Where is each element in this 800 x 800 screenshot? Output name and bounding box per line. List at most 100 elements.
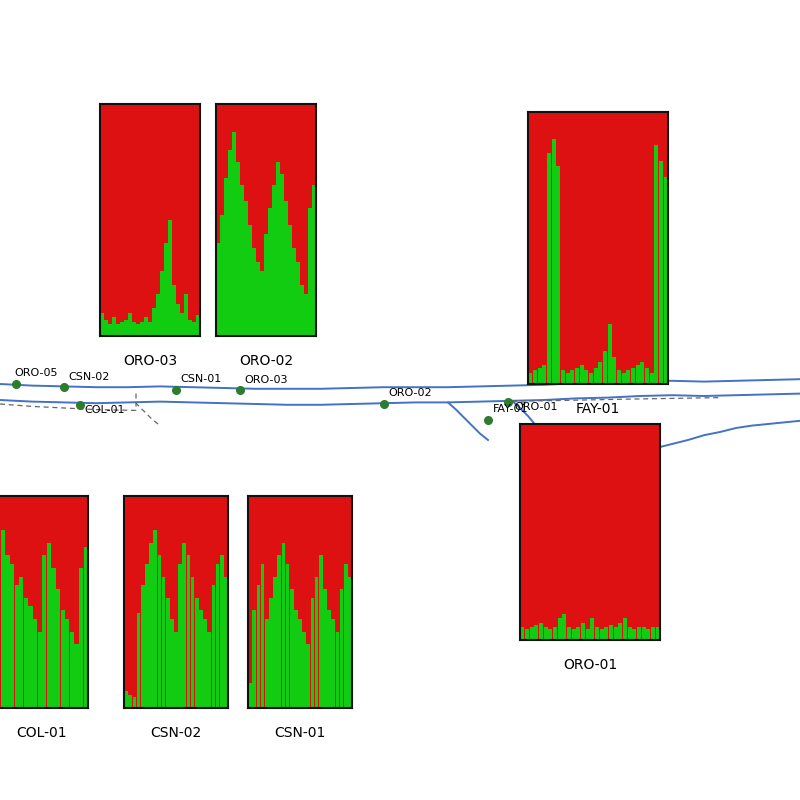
Text: COL-01: COL-01: [17, 726, 67, 739]
Bar: [195, 598, 198, 708]
Bar: [1, 530, 5, 708]
Text: CSN-01: CSN-01: [274, 726, 326, 739]
Bar: [552, 139, 556, 384]
Bar: [617, 370, 621, 384]
Bar: [224, 178, 228, 336]
Bar: [129, 695, 132, 708]
Bar: [300, 285, 304, 336]
Bar: [576, 627, 580, 640]
Bar: [288, 225, 292, 336]
Bar: [182, 542, 186, 708]
Bar: [144, 318, 148, 336]
Bar: [567, 627, 571, 640]
Bar: [308, 209, 312, 336]
Text: ORO-01: ORO-01: [514, 402, 558, 412]
Bar: [192, 322, 196, 336]
Bar: [553, 627, 557, 640]
Bar: [158, 555, 161, 708]
Bar: [590, 618, 594, 640]
Bar: [570, 370, 574, 384]
Bar: [650, 373, 654, 384]
Bar: [520, 627, 524, 640]
Bar: [618, 622, 622, 640]
Bar: [174, 632, 178, 708]
Bar: [566, 373, 570, 384]
Bar: [116, 325, 120, 336]
Bar: [598, 362, 602, 384]
Bar: [282, 542, 285, 708]
Bar: [595, 627, 599, 640]
Bar: [268, 209, 272, 336]
Bar: [74, 645, 78, 708]
Bar: [548, 629, 552, 640]
Text: CSN-02: CSN-02: [69, 371, 110, 382]
Bar: [203, 619, 207, 708]
Bar: [586, 629, 590, 640]
Bar: [164, 243, 168, 336]
Bar: [79, 568, 83, 708]
Bar: [327, 610, 331, 708]
Text: FAY-01: FAY-01: [493, 405, 528, 414]
Bar: [646, 629, 650, 640]
Bar: [664, 178, 668, 384]
Bar: [558, 618, 562, 640]
Bar: [594, 368, 598, 384]
Bar: [631, 368, 635, 384]
Bar: [199, 610, 202, 708]
Bar: [252, 248, 256, 336]
Bar: [24, 598, 28, 708]
Bar: [304, 294, 308, 336]
Bar: [272, 186, 276, 336]
Bar: [33, 619, 37, 708]
Text: CSN-02: CSN-02: [150, 726, 202, 739]
Bar: [160, 271, 164, 336]
Bar: [542, 365, 546, 384]
Bar: [224, 577, 228, 708]
Bar: [178, 564, 182, 708]
Bar: [348, 577, 352, 708]
Bar: [544, 627, 548, 640]
Bar: [14, 585, 18, 708]
Bar: [286, 564, 290, 708]
Bar: [659, 161, 663, 384]
Bar: [42, 555, 46, 708]
Bar: [556, 166, 560, 384]
Bar: [216, 243, 220, 336]
Bar: [186, 555, 190, 708]
Bar: [265, 619, 269, 708]
Bar: [196, 315, 200, 336]
Bar: [575, 368, 579, 384]
Bar: [600, 629, 604, 640]
Bar: [530, 627, 534, 640]
Bar: [547, 153, 551, 384]
Bar: [562, 614, 566, 640]
Bar: [19, 577, 23, 708]
Text: COL-01: COL-01: [84, 405, 125, 415]
Bar: [261, 564, 264, 708]
Bar: [141, 585, 145, 708]
Bar: [152, 308, 156, 336]
Bar: [133, 698, 136, 708]
Text: ORO-02: ORO-02: [389, 388, 433, 398]
Bar: [534, 625, 538, 640]
Text: CSN-01: CSN-01: [181, 374, 222, 384]
Bar: [614, 627, 618, 640]
Bar: [628, 627, 632, 640]
Bar: [170, 619, 174, 708]
Bar: [589, 373, 593, 384]
Bar: [248, 682, 252, 708]
Bar: [260, 271, 264, 336]
Bar: [216, 564, 219, 708]
Text: ORO-05: ORO-05: [14, 368, 58, 378]
Bar: [244, 202, 248, 336]
Bar: [70, 632, 74, 708]
Bar: [29, 606, 33, 708]
Bar: [294, 610, 298, 708]
Bar: [128, 313, 132, 336]
Bar: [344, 564, 347, 708]
Bar: [240, 186, 244, 336]
Bar: [584, 370, 588, 384]
Bar: [124, 691, 128, 708]
Bar: [112, 318, 116, 336]
Bar: [623, 618, 627, 640]
